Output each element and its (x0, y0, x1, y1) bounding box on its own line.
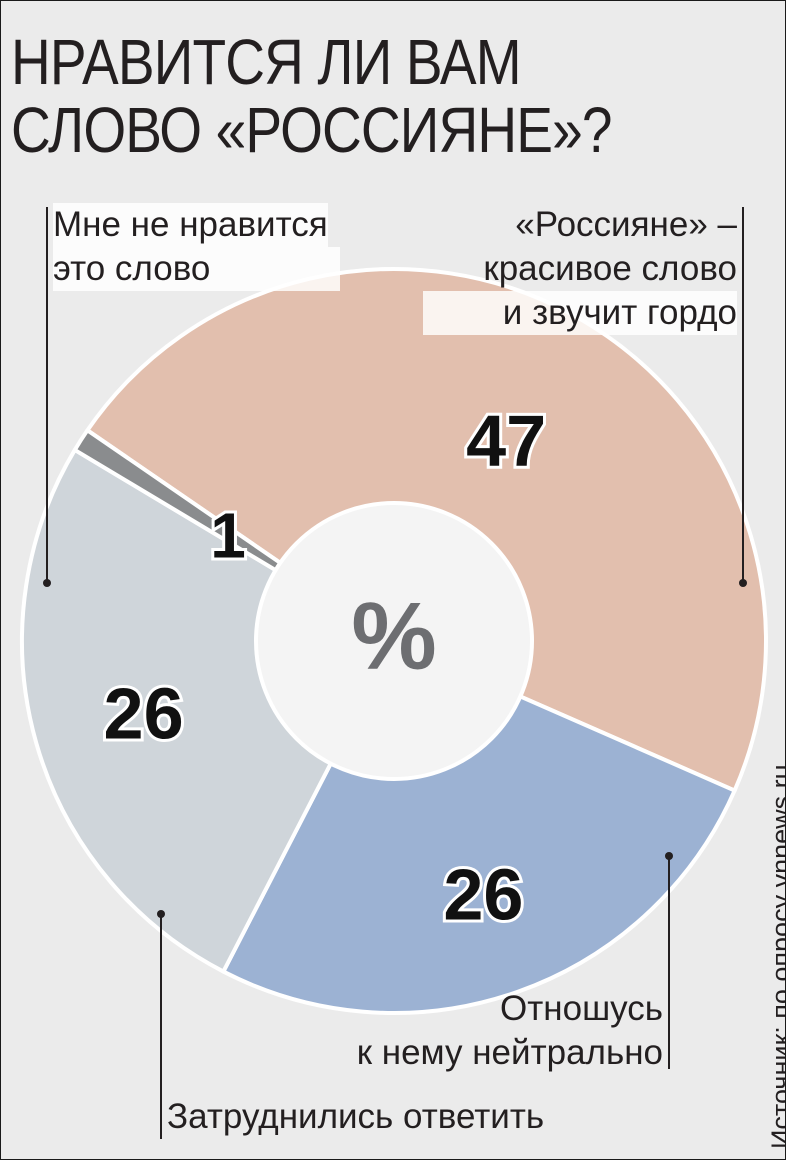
leader-dot-dislike (43, 579, 51, 587)
label-dislike-line-2: это слово (53, 247, 341, 291)
slice-neutral (20, 447, 396, 974)
leader-dot-proud (739, 579, 747, 587)
source-note: Источник: по опросу vnnews.ru (766, 764, 786, 1149)
value-label-neutral: 26 (104, 674, 184, 754)
label-dislike-line-1: Мне не нравится (53, 203, 328, 247)
title-line-1: НРАВИТСЯ ЛИ ВАМ (11, 26, 522, 98)
leader-dot-neutral (665, 852, 673, 860)
value-label-unsure: 1 (210, 500, 246, 572)
label-neutral-line-1: Отношусь (500, 989, 663, 1028)
values-layer: 47 26 26 1 (101, 398, 550, 938)
center-percent-symbol: % (351, 583, 436, 690)
leader-dot-unsure (157, 910, 165, 918)
label-proud: «Россияне» – красивое слово и звучит гор… (419, 203, 741, 335)
value-label-proud: 26 (443, 855, 523, 935)
value-label-dislike: 47 (466, 401, 546, 481)
label-neutral: Отношусь к нему нейтрально (353, 987, 667, 1075)
label-proud-line-1: «Россияне» – (515, 205, 737, 244)
label-unsure: Затруднились ответить (167, 1097, 545, 1136)
title-line-2: СЛОВО «РОССИЯНЕ»? (11, 94, 612, 166)
label-neutral-line-2: к нему нейтрально (356, 1033, 663, 1072)
label-dislike: Мне не нравится это слово (49, 203, 344, 291)
donut-hole (254, 501, 534, 781)
label-proud-line-3: и звучит гордо (422, 291, 737, 335)
label-proud-line-2: красивое слово (483, 249, 737, 288)
